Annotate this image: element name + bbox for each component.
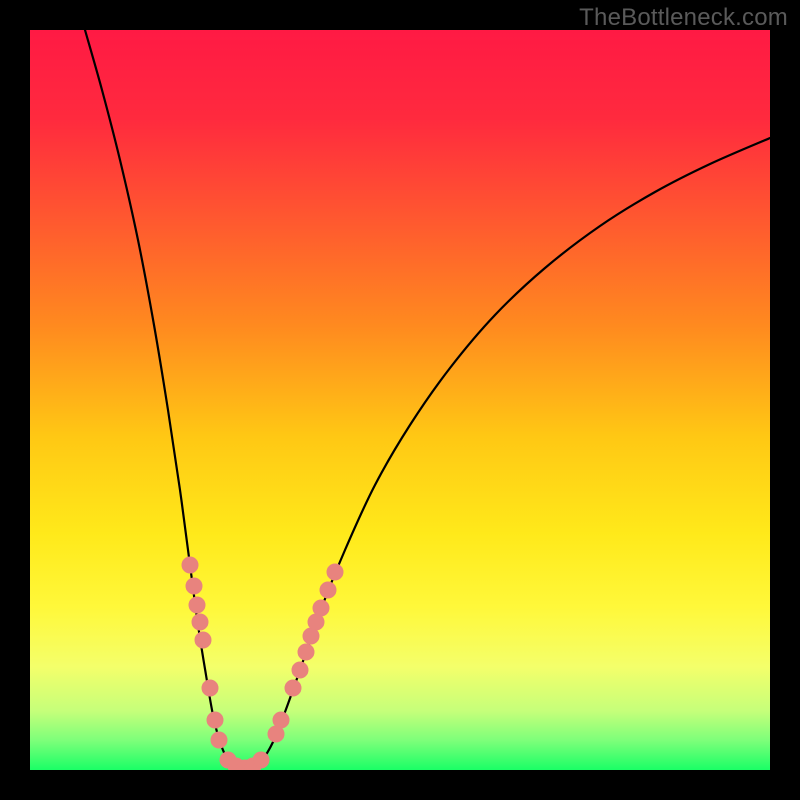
curve-layer [30, 30, 770, 770]
data-marker [182, 557, 198, 573]
data-marker [211, 732, 227, 748]
data-marker [189, 597, 205, 613]
data-marker [273, 712, 289, 728]
data-marker [292, 662, 308, 678]
data-marker [285, 680, 301, 696]
data-marker [192, 614, 208, 630]
data-marker [207, 712, 223, 728]
watermark-text: TheBottleneck.com [579, 4, 788, 32]
data-marker [202, 680, 218, 696]
data-marker [195, 632, 211, 648]
data-marker [298, 644, 314, 660]
data-marker [253, 752, 269, 768]
chart-frame: TheBottleneck.com [0, 0, 800, 800]
data-marker [313, 600, 329, 616]
data-marker [186, 578, 202, 594]
data-markers [182, 557, 343, 770]
plot-area [30, 30, 770, 770]
data-marker [327, 564, 343, 580]
data-marker [320, 582, 336, 598]
bottleneck-curve [85, 30, 770, 769]
